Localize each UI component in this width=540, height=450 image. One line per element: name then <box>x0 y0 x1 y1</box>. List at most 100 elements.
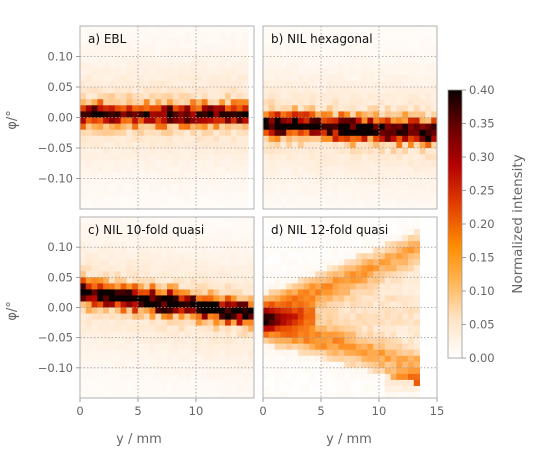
heatmap-cell <box>361 99 368 106</box>
heatmap-cell <box>408 265 415 272</box>
heatmap-cell <box>355 247 362 254</box>
heatmap-cell <box>355 141 362 149</box>
heatmap-cell <box>178 295 185 302</box>
heatmap-cell <box>379 337 386 345</box>
heatmap-cell <box>309 105 316 112</box>
heatmap-cell <box>344 325 351 333</box>
heatmap-cell <box>361 68 368 76</box>
heatmap-cell <box>219 99 226 106</box>
heatmap-cell <box>384 361 391 369</box>
heatmap-cell <box>332 331 339 339</box>
heatmap-cell <box>138 196 145 204</box>
heatmap-cell <box>167 361 174 369</box>
heatmap-cell <box>344 26 351 33</box>
heatmap-cell <box>268 349 275 357</box>
heatmap-cell <box>80 259 87 266</box>
heatmap-cell <box>132 367 139 375</box>
heatmap-cell <box>167 74 174 82</box>
heatmap-cell <box>263 202 270 210</box>
heatmap-cell <box>172 166 179 173</box>
heatmap-cell <box>373 111 380 118</box>
heatmap-cell <box>213 111 220 118</box>
heatmap-cell <box>373 117 380 124</box>
heatmap-cell <box>303 166 310 173</box>
heatmap-cell <box>268 325 275 333</box>
heatmap-cell <box>201 331 208 339</box>
heatmap-cell <box>315 178 322 185</box>
heatmap-cell <box>367 80 374 88</box>
heatmap-cell <box>109 361 116 369</box>
heatmap-cell <box>126 217 133 224</box>
heatmap-cell <box>373 50 380 57</box>
heatmap-cell <box>114 135 121 143</box>
heatmap-cell <box>355 223 362 230</box>
heatmap-cell <box>91 32 98 39</box>
heatmap-cell <box>236 141 243 149</box>
heatmap-cell <box>248 277 255 284</box>
heatmap-cell <box>155 313 162 320</box>
heatmap-cell <box>126 379 133 387</box>
heatmap-cell <box>419 196 426 204</box>
heatmap-cell <box>373 313 380 320</box>
heatmap-cell <box>402 271 409 278</box>
heatmap-cell <box>80 253 87 260</box>
heatmap-cell <box>344 196 351 204</box>
heatmap-cell <box>213 74 220 82</box>
heatmap-cell <box>384 325 391 333</box>
heatmap-cell <box>91 343 98 351</box>
heatmap-cell <box>242 361 249 369</box>
heatmap-cell <box>80 319 87 326</box>
heatmap-cell <box>315 62 322 70</box>
heatmap-cell <box>155 271 162 278</box>
heatmap-cell <box>109 50 116 57</box>
heatmap-cell <box>292 196 299 204</box>
heatmap-cell <box>196 247 203 254</box>
heatmap-cell <box>338 178 345 185</box>
heatmap-cell <box>402 111 409 118</box>
heatmap-cell <box>167 367 174 375</box>
heatmap-cell <box>120 26 127 33</box>
heatmap-cell <box>161 184 168 192</box>
heatmap-cell <box>379 141 386 149</box>
heatmap-cell <box>297 38 304 45</box>
heatmap-cell <box>184 241 191 248</box>
heatmap-cell <box>315 355 322 363</box>
heatmap-cell <box>297 166 304 173</box>
heatmap-cell <box>132 373 139 381</box>
heatmap-cell <box>390 373 397 381</box>
heatmap-cell <box>297 111 304 118</box>
heatmap-cell <box>219 129 226 137</box>
heatmap-cell <box>80 241 87 248</box>
heatmap-cell <box>274 367 281 375</box>
heatmap-cell <box>408 123 415 131</box>
heatmap-cell <box>373 93 380 100</box>
heatmap-cell <box>280 271 287 278</box>
heatmap-cell <box>149 184 156 192</box>
heatmap-cell <box>297 229 304 236</box>
heatmap-cell <box>350 38 357 45</box>
heatmap-cell <box>225 196 232 204</box>
heatmap-cell <box>286 80 293 88</box>
heatmap-cell <box>268 337 275 345</box>
heatmap-cell <box>120 123 127 131</box>
heatmap-cell <box>190 313 197 320</box>
heatmap-cell <box>178 343 185 351</box>
heatmap-cell <box>184 141 191 149</box>
heatmap-cell <box>114 241 121 248</box>
heatmap-cell <box>321 117 328 124</box>
heatmap-cell <box>80 379 87 387</box>
heatmap-cell <box>201 111 208 118</box>
heatmap-cell <box>315 391 322 399</box>
heatmap-cell <box>80 26 87 33</box>
heatmap-cell <box>143 349 150 357</box>
heatmap-cell <box>274 259 281 266</box>
heatmap-cell <box>167 111 174 118</box>
heatmap-cell <box>321 160 328 167</box>
heatmap-cell <box>373 361 380 369</box>
heatmap-cell <box>190 235 197 242</box>
heatmap-cell <box>384 154 391 161</box>
heatmap-cell <box>338 56 345 63</box>
heatmap-cell <box>373 385 380 393</box>
heatmap-cell <box>178 223 185 230</box>
heatmap-cell <box>297 202 304 210</box>
